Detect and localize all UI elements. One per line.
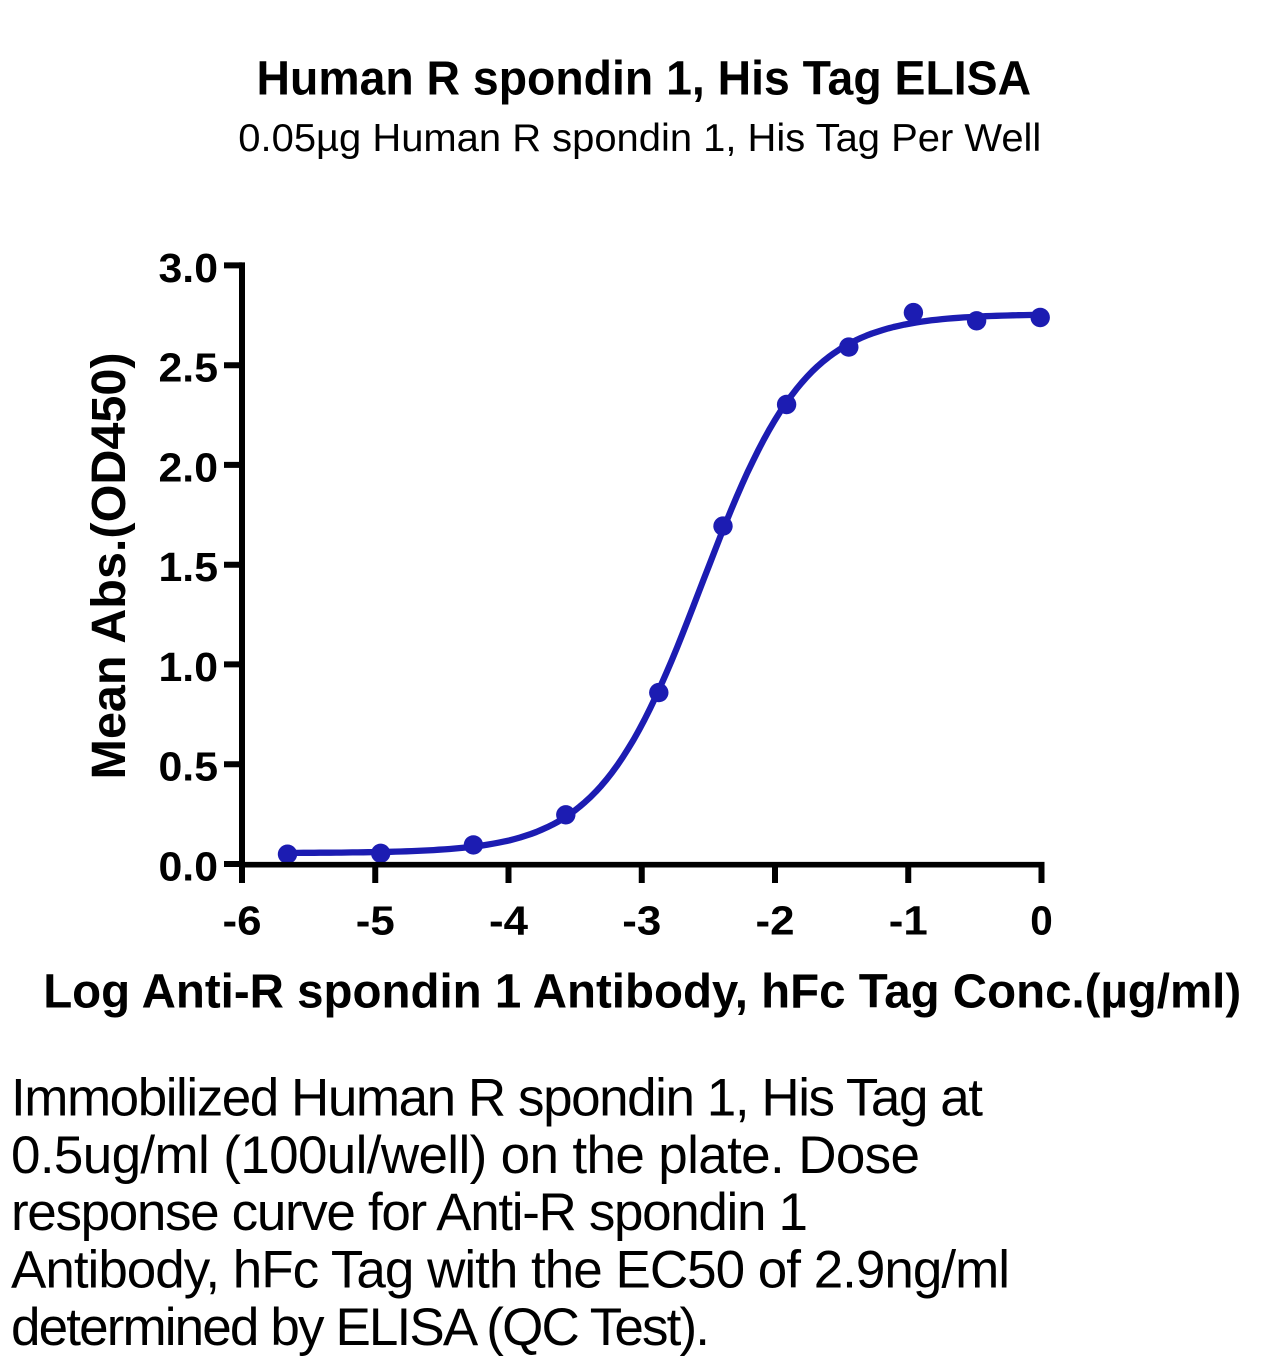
svg-text:0.05µg Human R spondin 1, His: 0.05µg Human R spondin 1, His Tag Per We… xyxy=(238,117,1041,160)
svg-text:0.0: 0.0 xyxy=(159,844,219,890)
svg-text:-3: -3 xyxy=(622,898,661,944)
svg-text:response curve for Anti-R spon: response curve for Anti-R spondin 1 xyxy=(11,1183,808,1242)
svg-text:1.0: 1.0 xyxy=(159,644,219,690)
svg-text:Human R spondin 1, His Tag ELI: Human R spondin 1, His Tag ELISA xyxy=(257,53,1032,106)
svg-text:-1: -1 xyxy=(889,898,928,944)
svg-text:1.5: 1.5 xyxy=(159,544,219,590)
svg-text:-2: -2 xyxy=(756,898,795,944)
svg-text:Log Anti-R spondin 1 Antibody,: Log Anti-R spondin 1 Antibody, hFc Tag C… xyxy=(43,966,1241,1019)
svg-text:-4: -4 xyxy=(489,898,529,944)
svg-text:0: 0 xyxy=(1030,898,1053,944)
svg-text:Immobilized Human R spondin 1,: Immobilized Human R spondin 1, His Tag a… xyxy=(11,1069,983,1128)
svg-text:0.5ug/ml (100ul/well) on the p: 0.5ug/ml (100ul/well) on the plate. Dose xyxy=(11,1126,920,1185)
svg-text:3.0: 3.0 xyxy=(159,245,219,291)
svg-text:Antibody, hFc Tag with the EC5: Antibody, hFc Tag with the EC50 of 2.9ng… xyxy=(11,1241,1010,1300)
svg-text:-5: -5 xyxy=(356,898,395,944)
svg-text:determined by ELISA (QC Test).: determined by ELISA (QC Test). xyxy=(11,1298,710,1357)
svg-text:2.5: 2.5 xyxy=(159,345,219,391)
svg-text:-6: -6 xyxy=(223,898,262,944)
svg-text:0.5: 0.5 xyxy=(159,744,219,790)
svg-text:Mean Abs.(OD450): Mean Abs.(OD450) xyxy=(83,353,136,780)
svg-text:2.0: 2.0 xyxy=(159,444,219,490)
